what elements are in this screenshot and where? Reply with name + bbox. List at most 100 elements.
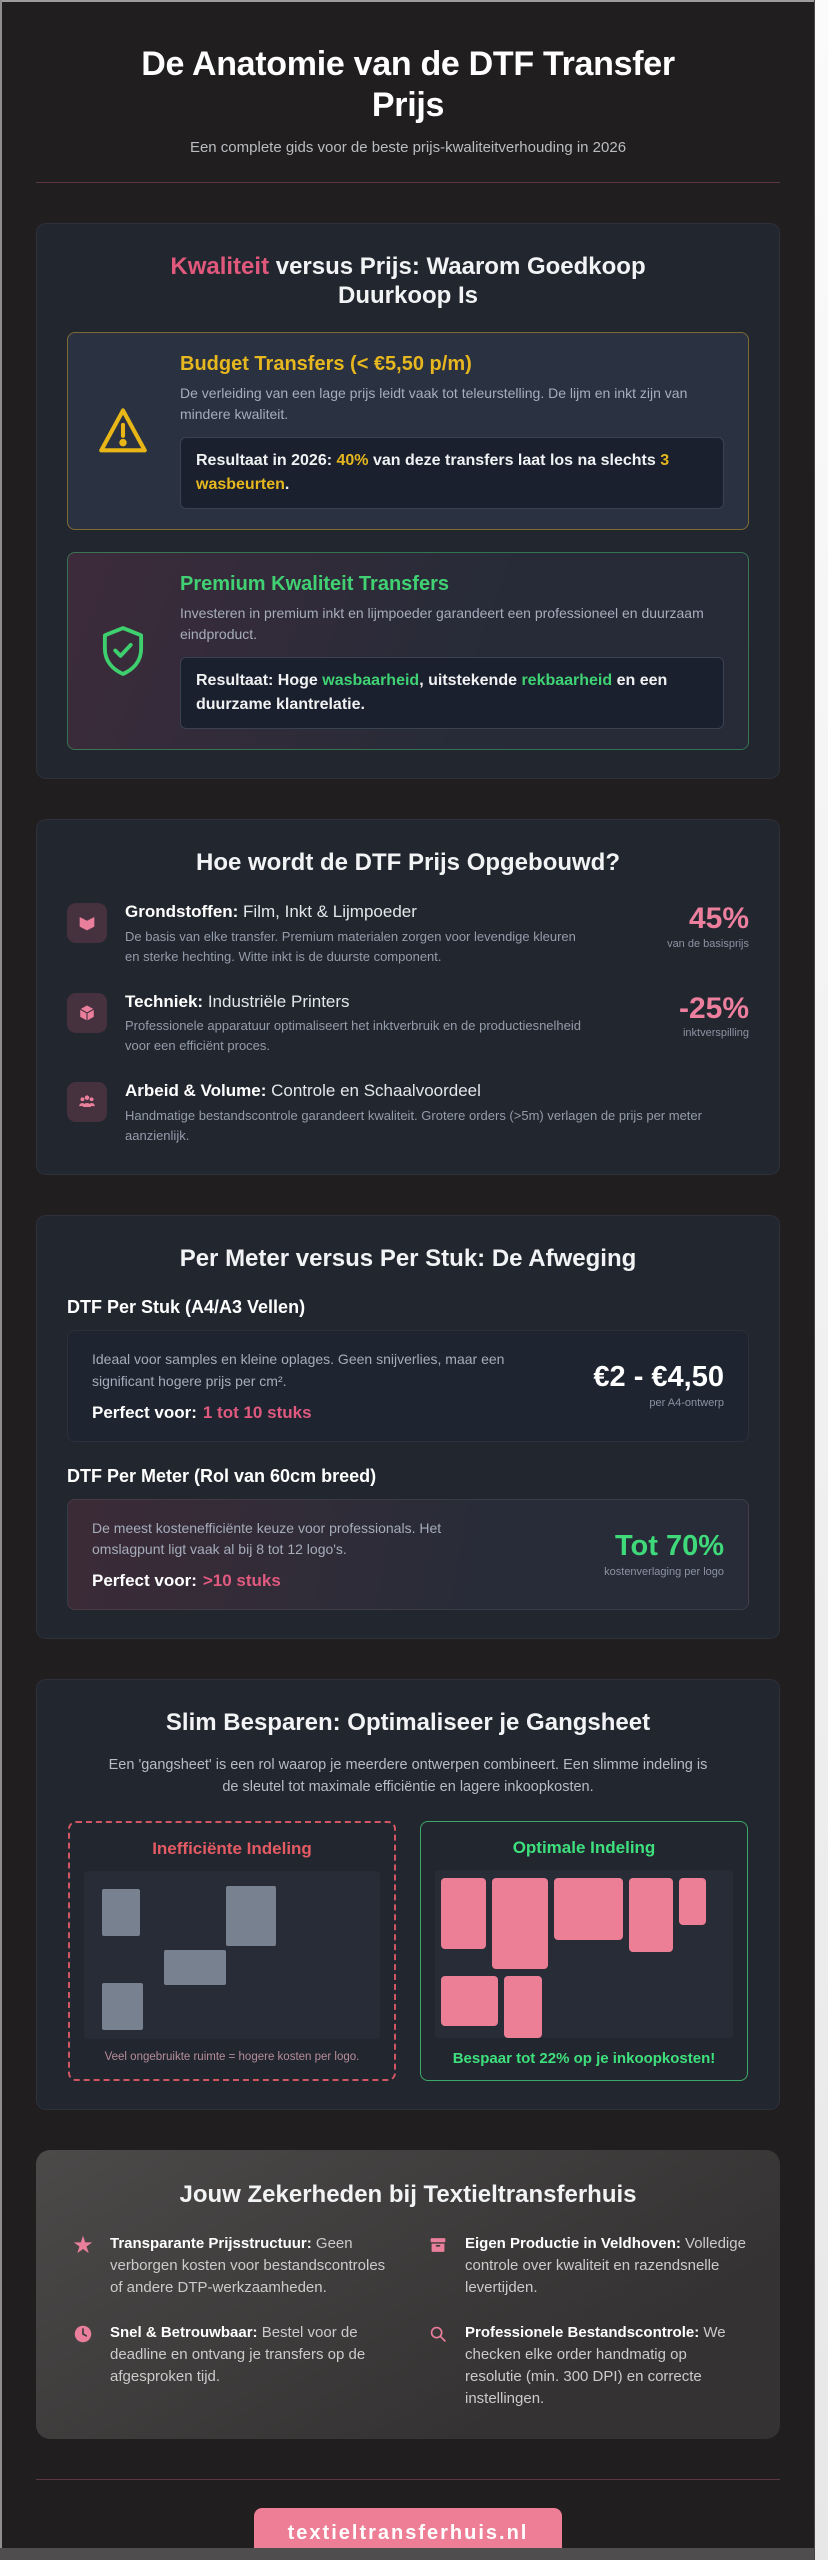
materials-book-icon bbox=[67, 903, 107, 944]
inefficient-layout-title: Inefficiënte Indeling bbox=[152, 1838, 312, 1858]
header-divider bbox=[36, 181, 780, 183]
premium-card-title: Premium Kwaliteit Transfers bbox=[180, 573, 449, 596]
premium-result-prefix: Resultaat: Hoge bbox=[196, 672, 323, 690]
assurance-item-reliability: Snel & Betrouwbaar: Bestel voor de deadl… bbox=[70, 2322, 391, 2409]
price-sublabel: per A4-ontwerp bbox=[649, 1397, 724, 1410]
budget-result-suffix: . bbox=[284, 476, 290, 494]
per-piece-perfect-line: Perfect voor: 1 tot 10 stuks bbox=[92, 1403, 514, 1423]
inefficient-layout-panel: Inefficiënte Indeling Veel ongebruikte r… bbox=[68, 1820, 396, 2081]
per-piece-price: €2 - €4,50 per A4-ontwerp bbox=[534, 1361, 724, 1410]
assurance-body: Volledige controle over kwaliteit en raz… bbox=[465, 2235, 746, 2296]
premium-result-box: Resultaat: Hoge wasbaarheid, uitstekende… bbox=[180, 657, 724, 730]
perfect-value: >10 stuks bbox=[202, 1571, 281, 1590]
section-quality-title-rest: versus Prijs: Waarom Goedkoop Duurkoop I… bbox=[269, 252, 646, 309]
breakdown-row-desc: Professionele apparatuur optimaliseert h… bbox=[125, 1018, 581, 1054]
premium-transfers-card: Premium Kwaliteit Transfers Investeren i… bbox=[67, 552, 749, 751]
per-piece-desc: Ideaal voor samples en kleine oplages. G… bbox=[92, 1351, 505, 1389]
section-quality-title: Kwaliteit versus Prijs: Waarom Goedkoop … bbox=[148, 252, 668, 311]
website-button[interactable]: textieltransferhuis.nl bbox=[253, 2508, 563, 2548]
assurance-body: Bestel voor de deadline en ontvang je tr… bbox=[110, 2324, 366, 2385]
stat-value: -25% bbox=[678, 991, 749, 1025]
window-frame-bottom bbox=[0, 2548, 814, 2560]
stat-sublabel: kostenverlaging per logo bbox=[604, 1565, 724, 1578]
scroll-strip bbox=[814, 0, 828, 2560]
section-assurances: Jouw Zekerheden bij Textieltransferhuis … bbox=[36, 2149, 780, 2440]
breakdown-row-labor: Arbeid & Volume: Controle en Schaalvoord… bbox=[67, 1080, 749, 1146]
per-meter-desc: De meest kostenefficiënte keuze voor pro… bbox=[92, 1519, 442, 1558]
assurance-text: Professionele Bestandscontrole: We check… bbox=[465, 2322, 746, 2409]
perfect-value: 1 tot 10 stuks bbox=[202, 1402, 312, 1422]
footer-divider bbox=[36, 2479, 780, 2481]
budget-result-highlight-1: 40% bbox=[336, 452, 369, 470]
cube-icon bbox=[67, 992, 107, 1033]
assurance-text: Transparante Prijsstructuur: Geen verbor… bbox=[110, 2233, 391, 2298]
per-meter-stat: Tot 70% kostenverlaging per logo bbox=[534, 1529, 724, 1578]
price-value: €2 - €4,50 bbox=[593, 1361, 724, 1394]
optimal-layout-canvas bbox=[435, 1869, 733, 2038]
optimal-layout-title: Optimale Indeling bbox=[512, 1837, 656, 1857]
per-meter-card: De meest kostenefficiënte keuze voor pro… bbox=[67, 1498, 749, 1610]
assurance-item-file-check: Professionele Bestandscontrole: We check… bbox=[425, 2322, 746, 2409]
star-icon: ★ bbox=[72, 2232, 94, 2260]
design-block bbox=[440, 1878, 486, 1949]
section-gangsheet-title: Slim Besparen: Optimaliseer je Gangsheet bbox=[165, 1709, 651, 1736]
budget-result-highlight-2: 3 wasbeurten bbox=[196, 452, 670, 494]
magnifier-icon bbox=[425, 2323, 451, 2350]
assurance-text: Eigen Productie in Veldhoven: Volledige … bbox=[465, 2233, 746, 2298]
budget-card-desc: De verleiding van een lage prijs leidt v… bbox=[180, 385, 688, 423]
breakdown-row-stat: 45% van de basisprijs bbox=[611, 901, 749, 950]
premium-result-mid: , uitstekende bbox=[419, 672, 522, 690]
design-block bbox=[679, 1878, 707, 1926]
budget-result-mid: van deze transfers laat los na slechts bbox=[368, 452, 661, 470]
row-label-rest: Controle en Schaalvoordeel bbox=[266, 1081, 481, 1101]
breakdown-row-materials: Grondstoffen: Film, Inkt & Lijmpoeder De… bbox=[67, 901, 749, 967]
section-meter-vs-piece: Per Meter versus Per Stuk: De Afweging D… bbox=[36, 1214, 780, 1639]
per-piece-card: Ideaal voor samples en kleine oplages. G… bbox=[67, 1330, 749, 1442]
design-block bbox=[163, 1949, 227, 1985]
premium-card-desc: Investeren in premium inkt en lijmpoeder… bbox=[180, 605, 704, 643]
budget-transfers-card: Budget Transfers (< €5,50 p/m) De verlei… bbox=[67, 332, 749, 531]
page-title: De Anatomie van de DTF Transfer Prijs bbox=[141, 45, 675, 124]
assurance-item-pricing: ★ Transparante Prijsstructuur: Geen verb… bbox=[70, 2233, 391, 2298]
assurance-label: Eigen Productie in Veldhoven: bbox=[465, 2235, 681, 2253]
window-frame-left bbox=[0, 0, 2, 2560]
design-block bbox=[503, 1975, 543, 2038]
people-icon bbox=[67, 1082, 107, 1123]
section-price-breakdown: Hoe wordt de DTF Prijs Opgebouwd? Gronds… bbox=[36, 819, 780, 1175]
breakdown-row-desc: De basis van elke transfer. Premium mate… bbox=[125, 928, 576, 964]
section-quality-vs-price: Kwaliteit versus Prijs: Waarom Goedkoop … bbox=[36, 222, 780, 780]
breakdown-row-label: Grondstoffen: Film, Inkt & Lijmpoeder bbox=[125, 901, 593, 922]
budget-card-title: Budget Transfers (< €5,50 p/m) bbox=[180, 353, 472, 376]
design-block bbox=[628, 1878, 674, 1953]
design-block bbox=[101, 1983, 144, 2031]
perfect-label: Perfect voor: bbox=[92, 1402, 197, 1422]
assurance-label: Snel & Betrouwbaar: bbox=[110, 2324, 258, 2342]
assurance-label: Transparante Prijsstructuur: bbox=[110, 2235, 312, 2253]
stat-value: Tot 70% bbox=[614, 1529, 724, 1562]
page-footer: textieltransferhuis.nl Jouw partner voor… bbox=[36, 2439, 780, 2548]
premium-result-highlight-2: rekbaarheid bbox=[521, 672, 613, 690]
design-block bbox=[554, 1878, 623, 1941]
shield-check-icon bbox=[92, 622, 154, 680]
breakdown-row-technology: Techniek: Industriële Printers Professio… bbox=[67, 991, 749, 1057]
stat-value: 45% bbox=[688, 902, 749, 936]
design-block bbox=[440, 1975, 498, 2026]
gangsheet-intro: Een 'gangsheet' is een rol waarop je mee… bbox=[108, 1757, 708, 1796]
per-meter-perfect-line: Perfect voor: >10 stuks bbox=[92, 1571, 514, 1591]
breakdown-row-label: Techniek: Industriële Printers bbox=[125, 991, 593, 1012]
design-block bbox=[101, 1889, 141, 1937]
page-subtitle: Een complete gids voor de beste prijs-kw… bbox=[189, 138, 627, 156]
section-assurances-title: Jouw Zekerheden bij Textieltransferhuis bbox=[179, 2180, 637, 2208]
section-quality-title-accent: Kwaliteit bbox=[170, 252, 270, 280]
optimal-layout-panel: Optimale Indeling Bespaar tot 22% op je … bbox=[420, 1820, 748, 2081]
breakdown-row-desc: Handmatige bestandscontrole garandeert k… bbox=[125, 1107, 702, 1143]
row-label-bold: Techniek: bbox=[125, 991, 204, 1011]
breakdown-row-stat: -25% inktverspilling bbox=[611, 991, 749, 1040]
premium-result-suffix: en een duurzame klantrelatie. bbox=[196, 672, 668, 714]
inefficient-layout-caption: Veel ongebruikte ruimte = hogere kosten … bbox=[104, 2050, 360, 2063]
infographic-page: De Anatomie van de DTF Transfer Prijs Ee… bbox=[2, 2, 814, 2548]
inefficient-layout-canvas bbox=[84, 1870, 380, 2039]
row-label-rest: Industriële Printers bbox=[203, 991, 350, 1011]
premium-result-highlight-1: wasbaarheid bbox=[322, 672, 420, 690]
clock-icon bbox=[70, 2323, 96, 2350]
